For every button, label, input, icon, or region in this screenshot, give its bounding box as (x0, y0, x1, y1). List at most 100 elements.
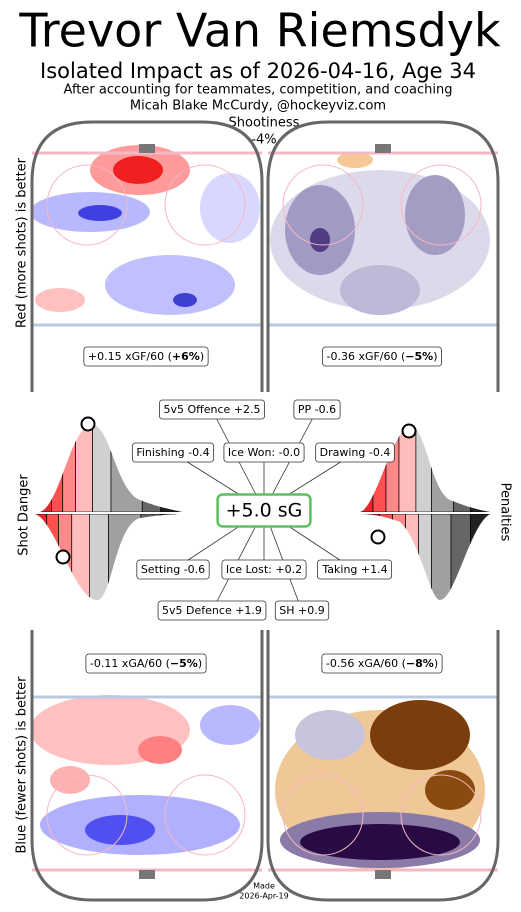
offence-axis-label: Red (more shots) is better (15, 157, 30, 328)
circle (282, 774, 364, 856)
strip (159, 514, 182, 600)
distribution (360, 514, 490, 600)
strip (385, 424, 400, 512)
total-box (216, 493, 312, 528)
strip (160, 424, 182, 512)
strip (418, 514, 432, 600)
shot-danger-label: Shot Danger (17, 474, 32, 556)
component: Ice Lost: +0.2 (226, 563, 302, 576)
strip (470, 424, 490, 512)
label-box (159, 399, 265, 420)
circle (164, 774, 246, 856)
rink (30, 630, 264, 902)
made-date: 2026-Apr-19 (239, 892, 288, 901)
strip (392, 514, 406, 600)
strip (415, 424, 432, 512)
heatmap (32, 145, 260, 315)
component: Taking +1.4 (321, 563, 387, 576)
circle (164, 164, 246, 246)
distribution (40, 424, 182, 512)
label-box (321, 653, 443, 674)
distribution (360, 424, 490, 512)
circle (400, 164, 482, 246)
strip (405, 514, 419, 600)
circle (400, 774, 482, 856)
total: +5.0 sG (226, 500, 303, 522)
text: -0.36 xGF/60 ( (326, 350, 405, 363)
component: PP -0.6 (298, 403, 336, 416)
net (375, 144, 391, 153)
strip (360, 424, 374, 512)
strip (140, 514, 161, 600)
strip (89, 514, 109, 600)
net (139, 144, 155, 153)
strip (450, 514, 471, 600)
text: ) (198, 657, 202, 670)
blob (337, 152, 373, 168)
text: ) (200, 350, 204, 363)
defence-axis-label: Blue (fewer shots) is better (15, 676, 30, 854)
blob (310, 228, 330, 252)
blob (173, 293, 197, 307)
blob (200, 705, 260, 745)
pct: −5% (170, 657, 198, 670)
note: After accounting for teammates, competit… (64, 83, 453, 98)
strip (71, 514, 90, 600)
text: ) (434, 657, 438, 670)
component: Drawing -0.4 (320, 446, 391, 459)
made-label: Made (253, 882, 275, 891)
defence-right-value: -0.56 xGA/60 (−8%) (326, 657, 438, 670)
strip (372, 424, 387, 512)
blob (425, 770, 475, 810)
blob (405, 175, 465, 255)
strip (40, 424, 52, 512)
subtitle: Isolated Impact as of 2026-04-16, Age 34 (40, 59, 476, 83)
shootiness-value: -4% (251, 133, 276, 148)
circle (46, 164, 128, 246)
strip (453, 424, 471, 512)
label-box (136, 559, 210, 580)
marker (370, 529, 386, 545)
offence-right-value: -0.36 xGF/60 (−5%) (326, 350, 437, 363)
component: Finishing -0.4 (136, 446, 209, 459)
label-box (315, 442, 395, 463)
strip (379, 514, 393, 600)
label-box (85, 653, 207, 674)
strip (51, 424, 64, 512)
pct: −8% (406, 657, 434, 670)
component: Ice Won: -0.0 (228, 446, 300, 459)
strip (360, 514, 380, 600)
strip (431, 424, 454, 512)
rink (266, 120, 500, 392)
credit: Micah Blake McCurdy, @hockeyviz.com (130, 99, 386, 114)
blob (35, 288, 85, 312)
heatmap (270, 152, 490, 315)
blob (295, 710, 365, 760)
strip (92, 424, 112, 512)
strip (35, 514, 48, 600)
label-box (221, 559, 307, 580)
marker (55, 549, 71, 565)
blob (85, 815, 155, 845)
component: SH +0.9 (279, 604, 324, 617)
label-box (316, 559, 393, 580)
rink (266, 630, 500, 902)
blob (370, 700, 470, 770)
marker (80, 416, 96, 432)
strip (431, 514, 452, 600)
label-box (83, 346, 209, 367)
label-box (223, 442, 305, 463)
text: +0.15 xGF/60 ( (88, 350, 172, 363)
faceoff-circles (46, 164, 482, 856)
blob (105, 255, 235, 315)
text: -0.56 xGA/60 ( (326, 657, 406, 670)
blob (78, 205, 122, 221)
blob (138, 736, 182, 764)
strip (110, 424, 143, 512)
label-box (157, 600, 267, 621)
rink (30, 120, 264, 392)
blob (113, 156, 163, 184)
offence-left-value: +0.15 xGF/60 (+6%) (88, 350, 204, 363)
circle (46, 774, 128, 856)
